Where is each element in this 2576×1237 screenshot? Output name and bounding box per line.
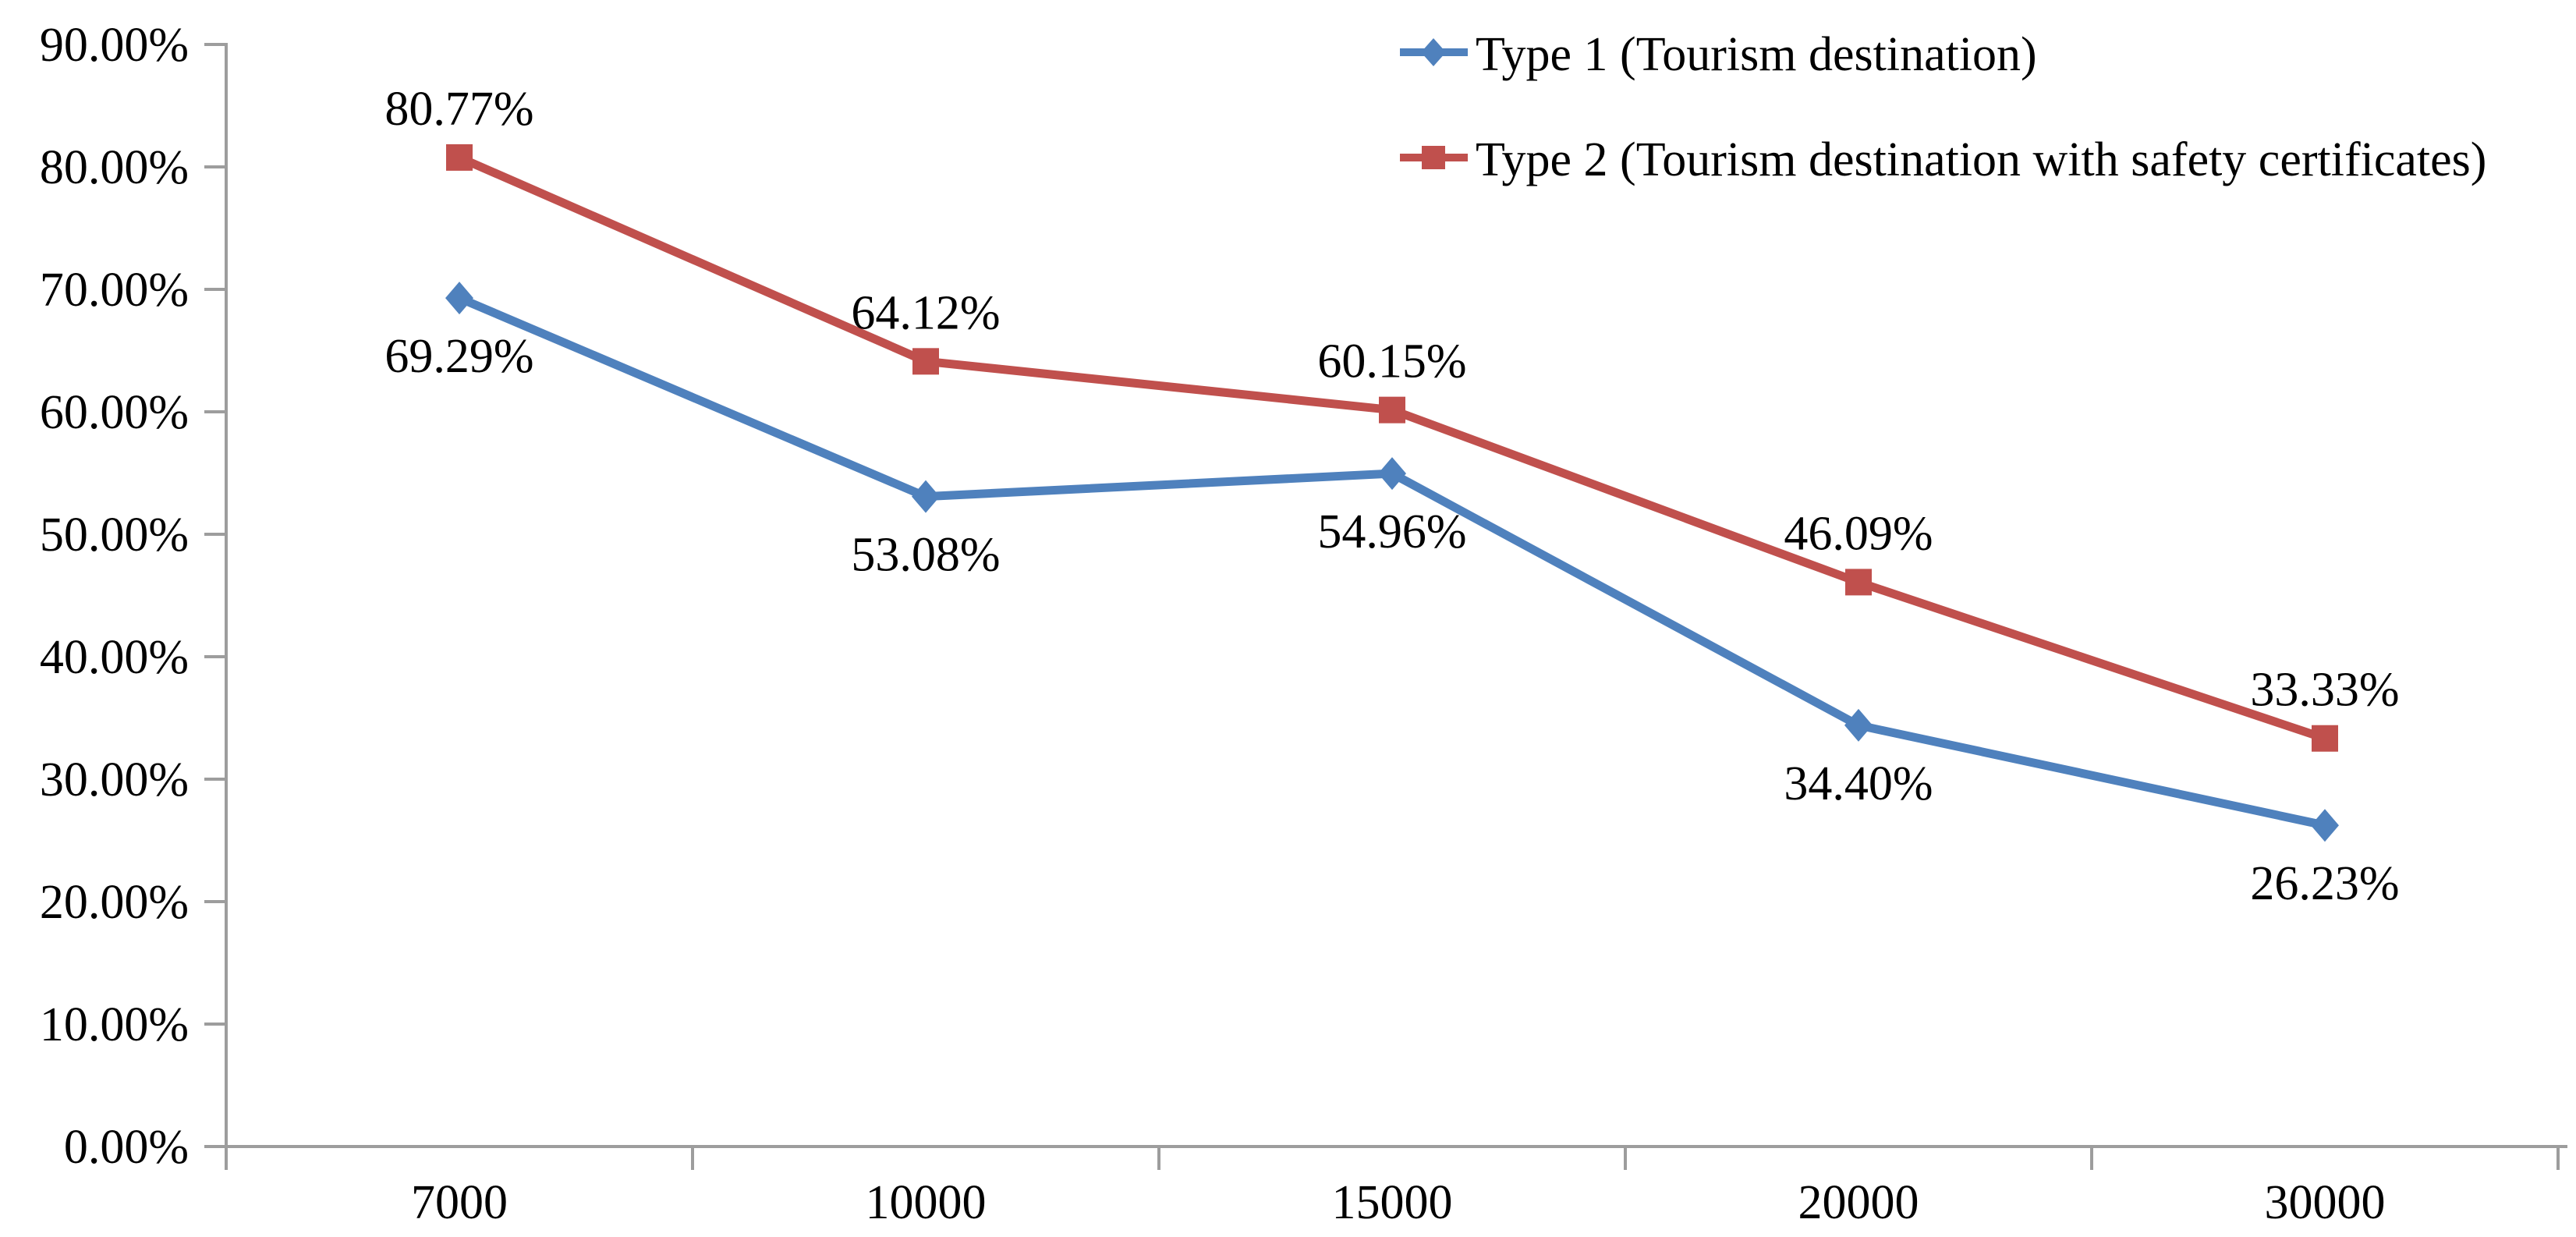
data-point-marker-diamond (445, 282, 473, 315)
y-tick-label: 0.00% (64, 1121, 189, 1174)
legend-marker-square (1422, 146, 1445, 169)
data-point-marker-square (446, 144, 473, 171)
axes (225, 43, 2567, 1148)
data-point-label: 64.12% (851, 286, 1000, 339)
series-1: 69.29% 53.08% 54.96% 34.40% 26.23% (384, 282, 2400, 910)
x-tick-label: 7000 (411, 1176, 508, 1229)
data-point-label: 26.23% (2250, 857, 2399, 910)
y-tick-label: 10.00% (40, 998, 189, 1051)
x-tick-label: 10000 (866, 1176, 987, 1229)
legend-label: Type 2 (Tourism destination with safety … (1476, 133, 2486, 186)
data-point-marker-diamond (2311, 809, 2339, 842)
data-point-marker-diamond (1844, 708, 1873, 742)
y-axis: 0.00% 10.00% 20.00% 30.00% 40.00% 50.00% 60.00… (40, 19, 226, 1174)
data-point-label: 60.15% (1317, 335, 1466, 388)
data-point-marker-square (2312, 725, 2338, 752)
data-point-marker-square (1379, 396, 1405, 424)
data-point-label: 54.96% (1317, 505, 1466, 558)
y-tick-label: 20.00% (40, 876, 189, 929)
x-tick-label: 20000 (1798, 1176, 1919, 1229)
data-point-marker-diamond (1378, 457, 1406, 491)
legend: Type 1 (Tourism destination) Type 2 (Tour… (1400, 28, 2486, 186)
legend-marker-diamond (1421, 38, 1446, 66)
data-point-label: 80.77% (384, 83, 533, 136)
legend-label: Type 1 (Tourism destination) (1476, 28, 2037, 81)
x-tick-label: 30000 (2265, 1176, 2386, 1229)
data-point-marker-square (1845, 569, 1872, 596)
data-point-label: 33.33% (2250, 664, 2399, 717)
y-tick-label: 60.00% (40, 386, 189, 439)
y-tick-label: 80.00% (40, 141, 189, 194)
legend-item-1: Type 1 (Tourism destination) (1400, 28, 2037, 81)
y-tick-label: 50.00% (40, 509, 189, 562)
data-point-label: 34.40% (1784, 757, 1933, 810)
data-point-marker-diamond (912, 480, 940, 513)
y-tick-label: 90.00% (40, 19, 189, 72)
y-tick-label: 30.00% (40, 753, 189, 806)
x-axis: 7000 10000 15000 20000 30000 (225, 1147, 2560, 1229)
legend-item-2: Type 2 (Tourism destination with safety … (1400, 133, 2486, 186)
data-point-marker-square (912, 348, 939, 375)
x-tick-label: 15000 (1332, 1176, 1453, 1229)
y-tick-label: 70.00% (40, 264, 189, 317)
series-2: 80.77% 64.12% 60.15% 46.09% 33.33% (384, 83, 2400, 752)
data-point-label: 69.29% (384, 330, 533, 383)
data-point-label: 53.08% (851, 529, 1000, 582)
y-tick-label: 40.00% (40, 631, 189, 684)
data-point-label: 46.09% (1784, 507, 1933, 560)
